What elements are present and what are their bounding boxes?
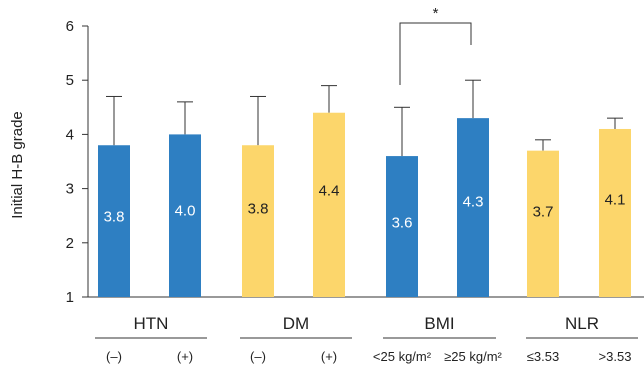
group-label: NLR: [565, 314, 599, 333]
bar-value-label: 4.1: [605, 192, 626, 209]
bar: [98, 145, 130, 297]
bar: [386, 156, 418, 297]
bar-value-label: 3.8: [104, 209, 125, 226]
bar-value-label: 3.7: [533, 204, 554, 221]
category-label: >3.53: [599, 349, 632, 364]
group-label: DM: [283, 314, 309, 333]
category-label: <25 kg/m²: [373, 349, 432, 364]
y-tick-label: 3: [66, 181, 74, 198]
category-label: ≥25 kg/m²: [444, 349, 502, 364]
y-tick-label: 6: [66, 18, 74, 35]
category-label: ≤3.53: [527, 349, 559, 364]
bar: [457, 118, 489, 297]
bar: [599, 128, 631, 297]
group-label: BMI: [424, 314, 454, 333]
category-label: (–): [106, 349, 122, 364]
y-tick-label: 1: [66, 289, 74, 306]
bar-value-label: 3.8: [248, 201, 269, 218]
bars: 3.8 4.0 3.8 4.4 3.6 4.3 3.7 4.1: [98, 79, 631, 297]
bar-value-label: 4.3: [463, 194, 484, 211]
bar: [527, 150, 559, 297]
y-tick-label: 2: [66, 235, 74, 252]
significance-bracket: *: [399, 5, 472, 85]
bar-value-label: 4.0: [175, 203, 196, 220]
category-label: (–): [250, 349, 266, 364]
significance-label: *: [433, 5, 439, 22]
bar: [169, 134, 201, 297]
group-label: HTN: [134, 314, 169, 333]
bar: [313, 112, 345, 297]
bar-value-label: 3.6: [392, 214, 413, 231]
x-axis: HTN (–) (+) DM (–) (+) BMI <25 kg/m² ≥25 kg/m² NL…: [95, 314, 638, 364]
y-axis-label: Initial H-B grade: [9, 111, 26, 219]
y-tick-label: 4: [66, 126, 74, 143]
y-tick-label: 5: [66, 72, 74, 89]
category-label: (+): [177, 349, 193, 364]
category-label: (+): [321, 349, 337, 364]
bracket-line: [399, 22, 472, 85]
bar: [242, 145, 274, 297]
bar-value-label: 4.4: [319, 183, 340, 200]
